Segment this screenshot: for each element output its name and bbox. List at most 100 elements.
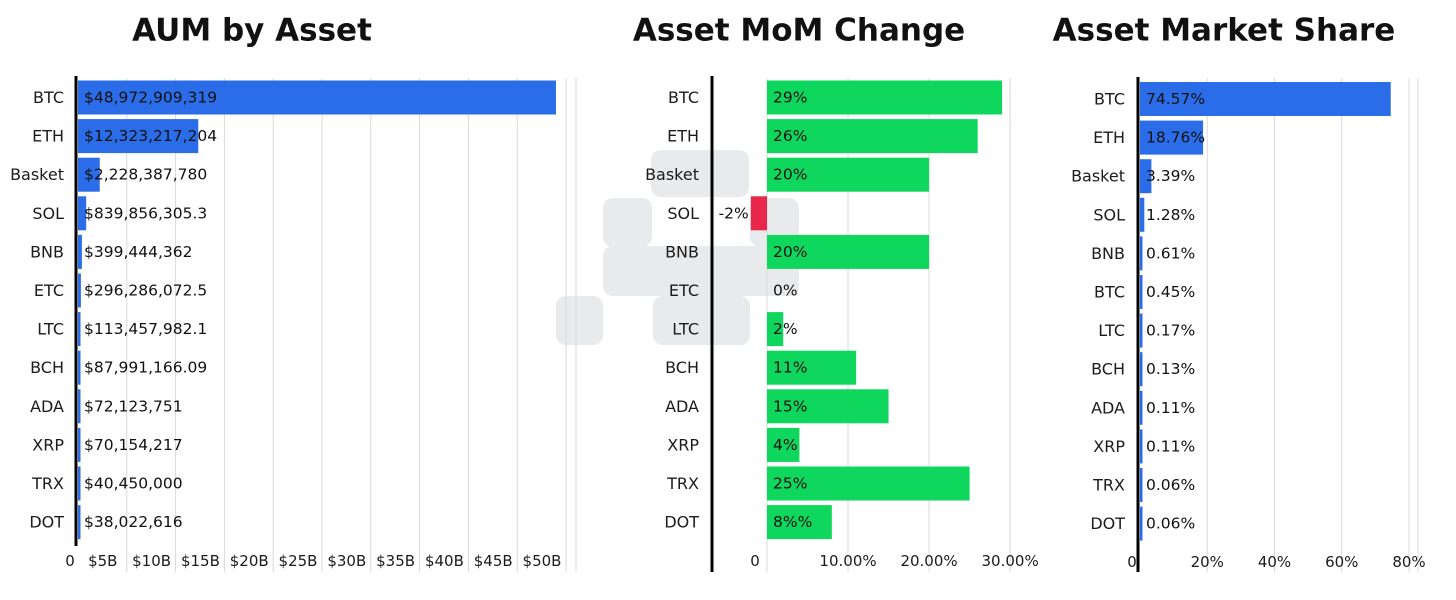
aum-x-tick-label: $50B <box>523 552 562 570</box>
share-data-label: 0.11% <box>1146 399 1195 417</box>
share-bar <box>1140 506 1143 541</box>
share-x-tick-label: 20% <box>1191 553 1224 571</box>
share-category-label: TRX <box>1092 476 1125 495</box>
share-bar <box>1140 82 1391 116</box>
aum-data-label: $839,856,305.3 <box>84 204 207 222</box>
aum-bar <box>78 80 556 115</box>
share-category-label: SOL <box>1093 205 1125 224</box>
aum-bar <box>78 196 87 231</box>
share-category-label: BCH <box>1091 360 1125 379</box>
mom-category-label: DOT <box>664 513 699 532</box>
aum-data-label: $113,457,982.1 <box>84 320 207 338</box>
mom-data-label: 15% <box>773 397 807 415</box>
share-category-label: Basket <box>1071 167 1125 186</box>
aum-x-tick-label: $5B <box>88 552 117 570</box>
mom-data-label: 4% <box>773 436 798 454</box>
aum-x-tick-label: $20B <box>230 552 269 570</box>
mom-x-tick-label: 0 <box>750 552 760 570</box>
mom-x-tick-label: 30.00% <box>982 552 1039 570</box>
aum-category-label: BCH <box>30 358 64 377</box>
aum-category-label: LTC <box>37 320 64 339</box>
mom-category-label: ETC <box>669 281 699 300</box>
aum-data-label: $2,228,387,780 <box>84 166 207 184</box>
aum-x-tick-label: $35B <box>376 552 415 570</box>
aum-x-tick-label: 0 <box>65 552 75 570</box>
mom-x-tick-label: 20.00% <box>900 552 957 570</box>
aum-category-label: ADA <box>30 397 64 416</box>
mom-bar <box>767 389 889 424</box>
aum-bar <box>78 273 81 308</box>
watermark-block <box>556 296 603 345</box>
mom-data-label: 26% <box>773 127 807 145</box>
asset-market-share-chart: Asset Market Share BTC 74.57% ETH 18.76% Bask… <box>1053 13 1426 572</box>
mom-category-label: ADA <box>665 397 699 416</box>
aum-data-label: $38,022,616 <box>84 513 183 531</box>
aum-category-label: Basket <box>10 165 64 184</box>
mom-data-label: -2% <box>719 204 749 222</box>
aum-bar <box>78 312 81 347</box>
aum-x-tick-label: $15B <box>181 552 220 570</box>
aum-data-label: $48,972,909,319 <box>84 89 217 107</box>
share-category-label: BNB <box>1091 244 1125 263</box>
watermark-logo <box>556 150 799 345</box>
share-category-label: DOT <box>1090 514 1125 533</box>
aum-category-label: BTC <box>33 88 64 107</box>
watermark-block <box>653 296 750 345</box>
aum-category-label: XRP <box>32 435 64 454</box>
mom-data-label: 0% <box>773 282 798 300</box>
mom-category-label: BNB <box>665 242 699 261</box>
aum-by-asset-chart: AUM by Asset BTC $48,972,909,319 ETH $12,323… <box>10 13 577 572</box>
mom-bar <box>767 312 784 347</box>
mom-bar <box>767 427 800 462</box>
share-chart-title: Asset Market Share <box>1053 13 1396 49</box>
share-category-label: XRP <box>1093 437 1125 456</box>
mom-bar <box>767 350 857 385</box>
aum-bar <box>78 389 81 424</box>
share-data-label: 74.57% <box>1146 90 1205 108</box>
mom-category-label: Basket <box>645 165 699 184</box>
aum-bar <box>78 466 81 501</box>
mom-bar <box>767 80 1002 115</box>
mom-category-label: ETH <box>667 127 699 146</box>
aum-chart-title: AUM by Asset <box>132 13 372 49</box>
aum-data-label: $12,323,217,204 <box>84 127 217 145</box>
aum-bar <box>78 119 199 154</box>
share-data-label: 0.17% <box>1146 322 1195 340</box>
mom-bar <box>767 119 978 154</box>
share-category-label: ETH <box>1093 128 1125 147</box>
watermark-block <box>651 150 749 197</box>
share-bar <box>1140 313 1143 348</box>
mom-chart-title: Asset MoM Change <box>633 13 965 49</box>
share-data-label: 0.06% <box>1146 515 1195 533</box>
share-bar <box>1140 352 1143 387</box>
mom-category-label: LTC <box>672 320 699 339</box>
share-data-label: 0.61% <box>1146 244 1195 262</box>
aum-category-label: SOL <box>32 204 64 223</box>
share-data-label: 18.76% <box>1146 129 1205 147</box>
share-category-label: LTC <box>1098 321 1125 340</box>
share-category-label: BTC <box>1094 90 1125 109</box>
share-bar <box>1140 159 1152 194</box>
mom-category-label: XRP <box>667 435 699 454</box>
aum-category-label: BNB <box>30 242 64 261</box>
aum-x-tick-label: $25B <box>279 552 318 570</box>
share-bar <box>1140 275 1143 309</box>
aum-data-label: $70,154,217 <box>84 436 183 454</box>
aum-data-label: $399,444,362 <box>84 243 192 261</box>
mom-data-label: 8%% <box>773 513 812 531</box>
watermark-block <box>603 246 799 296</box>
share-x-tick-label: 80% <box>1392 553 1425 571</box>
share-data-label: 0.06% <box>1146 476 1195 494</box>
aum-category-label: DOT <box>29 513 64 532</box>
watermark-block <box>603 198 652 247</box>
aum-category-label: TRX <box>31 474 64 493</box>
aum-data-label: $40,450,000 <box>84 475 183 493</box>
mom-data-label: 20% <box>773 243 807 261</box>
mom-bar <box>767 157 930 192</box>
share-bar <box>1140 468 1143 502</box>
share-category-label: BTC <box>1094 283 1125 302</box>
aum-bar <box>78 157 100 192</box>
aum-x-tick-label: $30B <box>327 552 366 570</box>
